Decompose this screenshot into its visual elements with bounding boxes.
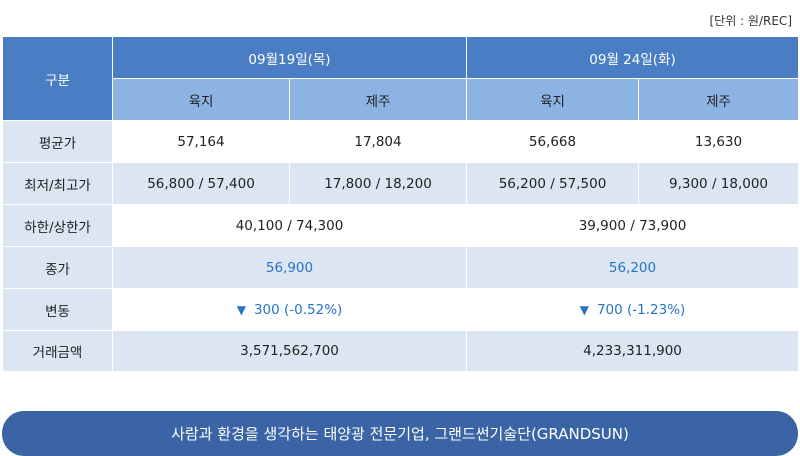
table-cell: 57,164: [112, 120, 290, 163]
down-triangle-icon: ▼: [236, 302, 246, 317]
table-cell: 4,233,311,900: [465, 330, 800, 372]
row-label: 변동: [2, 288, 113, 331]
company-banner: 사람과 환경을 생각하는 태양광 전문기업, 그랜드썬기술단(GRANDSUN): [2, 411, 798, 456]
table-cell: 40,100 / 74,300: [112, 204, 467, 247]
table-cell: 17,804: [289, 120, 467, 163]
table-cell: 17,800 / 18,200: [289, 162, 467, 205]
row-label: 평균가: [2, 120, 113, 163]
table-cell: 3,571,562,700: [112, 330, 467, 372]
unit-label: [단위 : 원/REC]: [709, 14, 793, 28]
header-row-dates: 구분 09월19일(목) 09월 24일(화): [2, 36, 800, 121]
table-cell: 56,800 / 57,400: [112, 162, 290, 205]
row-closing-price: 종가 56,900 56,200: [2, 246, 800, 289]
down-triangle-icon: ▼: [579, 302, 589, 317]
row-average-price: 평균가 57,164 17,804 56,668 13,630: [2, 120, 800, 163]
table-cell: 39,900 / 73,900: [465, 204, 800, 247]
change-value: 700 (-1.23%): [596, 301, 686, 318]
row-limit-price: 하한/상한가 40,100 / 74,300 39,900 / 73,900: [2, 204, 800, 247]
header-region-jeju-2: 제주: [637, 78, 800, 121]
header-region-mainland-2: 육지: [466, 78, 639, 121]
row-price-change: 변동 ▼ 300 (-0.52%) ▼ 700 (-1.23%): [2, 288, 800, 331]
header-date-2: 09월 24일(화): [465, 36, 800, 79]
row-min-max-price: 최저/최고가 56,800 / 57,400 17,800 / 18,200 5…: [2, 162, 800, 205]
row-label: 거래금액: [2, 330, 113, 372]
header-region-mainland-1: 육지: [112, 78, 290, 121]
row-label: 종가: [2, 246, 113, 289]
table-cell: 56,900: [112, 246, 467, 289]
table-cell: 56,668: [466, 120, 639, 163]
table-cell: 13,630: [637, 120, 800, 163]
change-value: 300 (-0.52%): [253, 301, 343, 318]
header-region-jeju-1: 제주: [289, 78, 467, 121]
table-cell: 56,200 / 57,500: [466, 162, 639, 205]
header-date-1: 09월19일(목): [112, 36, 467, 79]
table-cell: ▼ 300 (-0.52%): [112, 288, 467, 331]
header-gubun: 구분: [2, 36, 113, 121]
row-label: 하한/상한가: [2, 204, 113, 247]
row-trade-volume: 거래금액 3,571,562,700 4,233,311,900: [2, 330, 800, 372]
row-label: 최저/최고가: [2, 162, 113, 205]
table-cell: ▼ 700 (-1.23%): [465, 288, 800, 331]
header-row-regions: 육지 제주 육지 제주: [3, 78, 800, 121]
table-cell: 56,200: [465, 246, 800, 289]
rec-price-table: 구분 09월19일(목) 09월 24일(화) 육지 제주 육지 제주 평균가 …: [2, 36, 800, 372]
table-cell: 9,300 / 18,000: [637, 162, 800, 205]
